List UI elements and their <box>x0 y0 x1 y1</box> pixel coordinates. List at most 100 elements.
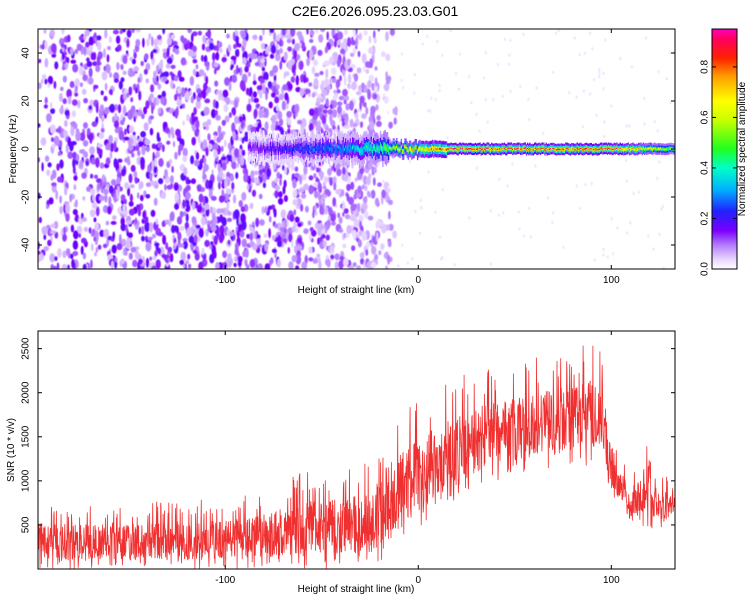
spectrogram-ridge-cell <box>458 147 460 150</box>
spectrogram-cell <box>125 220 132 225</box>
spectrogram-cell <box>303 165 308 176</box>
spectrogram-cell <box>368 74 375 82</box>
spectrogram-cell <box>106 54 110 63</box>
spectrogram-cell <box>324 46 328 54</box>
spectrogram-cell <box>246 184 250 191</box>
spectrogram-ridge-cell <box>347 145 349 150</box>
spectrogram-ridge-cell <box>649 147 652 149</box>
spectrogram-ridge-cell <box>492 148 494 150</box>
spectrogram-cell <box>130 97 134 103</box>
spectrogram-cell <box>222 250 228 259</box>
spectrogram-cell <box>657 70 660 74</box>
spectrogram-cell <box>89 209 96 218</box>
spectrogram-ridge-cell <box>625 148 627 150</box>
spectrogram-cell <box>310 30 315 36</box>
spectrogram-cell <box>582 89 585 93</box>
spectrogram-cell <box>283 195 288 202</box>
spectrogram-cell <box>628 124 631 128</box>
spectrogram-cell <box>163 71 169 78</box>
spectrogram-xtick-label: 100 <box>603 275 620 286</box>
spectrogram-cell <box>142 210 147 219</box>
spectrogram-cell <box>343 75 347 86</box>
spectrogram-cell <box>388 210 391 220</box>
spectrogram-cell <box>75 154 80 162</box>
spectrogram-cell <box>406 261 409 265</box>
spectrogram-cell <box>284 219 288 228</box>
spectrogram-cell <box>71 258 75 269</box>
spectrogram-cell <box>606 255 609 259</box>
spectrogram-cell <box>186 227 191 238</box>
spectrogram-cell <box>296 245 303 251</box>
spectrogram-cell <box>502 211 505 215</box>
spectrogram-cell <box>249 202 254 210</box>
spectrogram-ridge-cell <box>420 148 422 151</box>
spectrogram-cell <box>359 220 362 231</box>
spectrogram-cell <box>333 89 337 94</box>
spectrogram-cell <box>218 132 224 141</box>
spectrogram-cell <box>318 260 322 269</box>
spectrogram-cell <box>400 78 403 83</box>
spectrogram-cell <box>356 34 360 40</box>
spectrogram-cell <box>48 197 54 205</box>
spectrogram-cell <box>150 84 155 93</box>
spectrogram-cell <box>389 256 393 263</box>
spectrogram-cell <box>535 86 538 90</box>
spectrogram-ridge-cell <box>618 148 620 151</box>
spectrogram-ridge-cell <box>455 147 457 150</box>
spectrogram-cell <box>383 96 389 104</box>
spectrogram-cell <box>324 205 328 215</box>
spectrogram-cell <box>191 136 196 146</box>
spectrogram-cell <box>120 77 125 83</box>
spectrogram-ridge-cell <box>499 148 501 150</box>
spectrogram-cell <box>112 116 115 123</box>
spectrogram-ridge-cell <box>633 148 635 150</box>
spectrogram-cell <box>145 235 149 243</box>
spectrogram-cell <box>441 53 444 57</box>
spectrogram-cell <box>138 226 142 235</box>
spectrogram-ridge-cell <box>448 148 450 150</box>
spectrogram-ridge-cell <box>437 148 440 151</box>
spectrogram-ridge-cell <box>413 148 415 151</box>
spectrogram-cell <box>63 120 68 127</box>
spectrogram-cell <box>349 52 355 57</box>
spectrogram-cell <box>562 245 565 249</box>
spectrogram-cell <box>239 80 246 91</box>
spectrogram-ridge-cell <box>657 148 660 150</box>
spectrogram-cell <box>386 110 389 114</box>
spectrogram-cell <box>135 39 141 47</box>
spectrogram-cell <box>139 156 145 167</box>
spectrogram-cell <box>470 101 473 105</box>
spectrogram-cell <box>70 224 75 233</box>
spectrogram-cell <box>149 222 154 233</box>
spectrogram-cell <box>66 34 71 43</box>
spectrogram-cell <box>54 61 59 70</box>
spectrogram-cell <box>110 220 117 225</box>
spectrogram-cell <box>238 200 243 208</box>
spectrogram-ridge-cell <box>258 149 260 153</box>
spectrogram-cell <box>79 159 84 168</box>
spectrogram-cell <box>320 29 326 33</box>
spectrogram-cell <box>170 211 175 222</box>
spectrogram-cell <box>352 262 357 267</box>
spectrogram-cell <box>249 232 254 242</box>
spectrogram-cell <box>371 82 375 91</box>
spectrogram-cell <box>385 79 391 85</box>
spectrogram-ridge-cell <box>365 145 368 149</box>
spectrogram-cell <box>287 118 292 126</box>
spectrogram-cell <box>292 199 299 206</box>
spectrogram-cell <box>282 84 288 91</box>
spectrogram-cell <box>44 40 48 50</box>
spectrogram-cell <box>90 243 94 252</box>
spectrogram-ridge-cell <box>279 145 281 150</box>
spectrogram-cell <box>307 220 312 226</box>
spectrogram-cell <box>336 89 341 94</box>
spectrogram-cell <box>138 140 144 148</box>
spectrogram-cell <box>267 205 273 211</box>
spectrogram-ridge-cell <box>442 148 444 151</box>
spectrogram-ridge-cell <box>265 148 267 152</box>
spectrogram-cell <box>321 115 327 125</box>
spectrogram-cell <box>324 188 330 196</box>
spectrogram-cell <box>214 109 218 116</box>
spectrogram-cell <box>214 68 217 75</box>
